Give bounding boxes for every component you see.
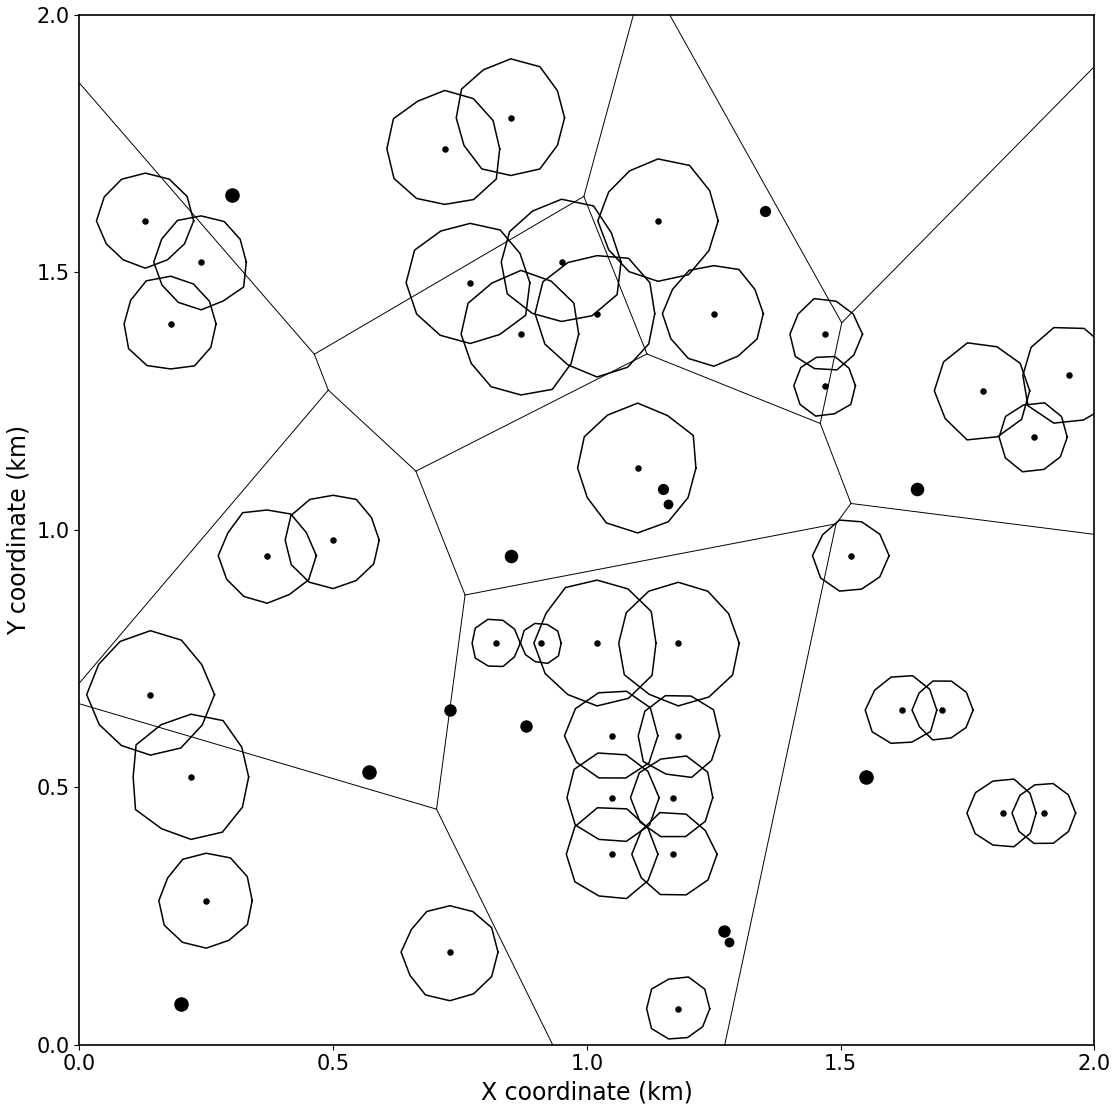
Point — [650, 212, 667, 230]
Point — [908, 480, 926, 498]
Point — [858, 768, 875, 785]
Point — [816, 377, 834, 394]
Point — [197, 892, 215, 910]
Point — [552, 253, 570, 271]
Point — [816, 326, 834, 343]
Point — [1035, 804, 1053, 822]
Point — [182, 768, 200, 785]
Point — [756, 202, 774, 220]
Point — [670, 1000, 688, 1018]
Point — [1024, 428, 1042, 446]
Y-axis label: Y coordinate (km): Y coordinate (km) — [7, 424, 31, 634]
Point — [502, 109, 520, 127]
Point — [162, 316, 180, 333]
Point — [440, 701, 458, 719]
Point — [512, 326, 530, 343]
Point — [934, 701, 951, 719]
Point — [654, 480, 672, 498]
Point — [517, 717, 534, 734]
X-axis label: X coordinate (km): X coordinate (km) — [481, 1080, 693, 1104]
Point — [588, 304, 606, 322]
Point — [1060, 367, 1078, 384]
Point — [172, 994, 190, 1012]
Point — [670, 634, 688, 652]
Point — [502, 547, 520, 564]
Point — [258, 547, 276, 564]
Point — [628, 459, 646, 477]
Point — [222, 187, 240, 204]
Point — [842, 547, 860, 564]
Point — [974, 382, 992, 400]
Point — [142, 685, 160, 703]
Point — [440, 943, 458, 961]
Point — [716, 922, 733, 940]
Point — [604, 727, 622, 744]
Point — [994, 804, 1012, 822]
Point — [720, 933, 738, 951]
Point — [604, 789, 622, 807]
Point — [462, 273, 480, 291]
Point — [664, 845, 682, 863]
Point — [704, 304, 722, 322]
Point — [436, 140, 454, 158]
Point — [664, 789, 682, 807]
Point — [588, 634, 606, 652]
Point — [486, 634, 504, 652]
Point — [660, 496, 678, 513]
Point — [324, 531, 342, 549]
Point — [192, 253, 210, 271]
Point — [136, 212, 154, 230]
Point — [670, 727, 688, 744]
Point — [892, 701, 910, 719]
Point — [532, 634, 550, 652]
Point — [360, 763, 378, 781]
Point — [604, 845, 622, 863]
